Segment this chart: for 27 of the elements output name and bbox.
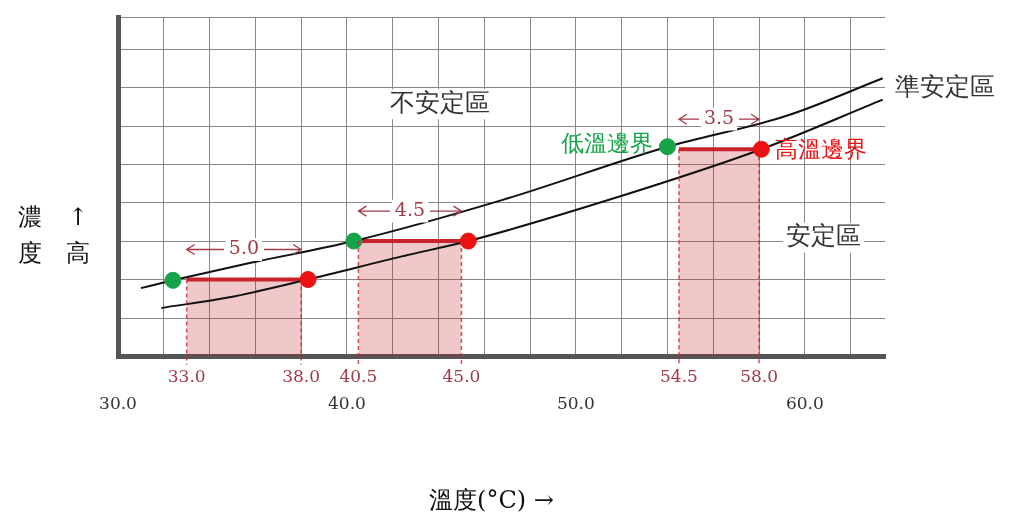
series-label: 高溫邊界 — [775, 136, 868, 163]
point — [164, 271, 182, 289]
annotation: 3.5 — [703, 106, 735, 129]
point — [459, 232, 477, 250]
annotation: 4.5 — [394, 198, 426, 221]
annotation: 38.0 — [282, 365, 321, 386]
point — [345, 232, 363, 250]
annotation: 45.0 — [442, 365, 481, 386]
x-tick-label: 50.0 — [556, 393, 595, 414]
annotation: 58.0 — [740, 365, 778, 386]
text: ↑高 — [66, 203, 90, 268]
text: 準安定區 — [895, 71, 995, 101]
series-label: 低溫邊界 — [561, 129, 654, 156]
point — [658, 138, 676, 156]
annotation: 5.0 — [228, 236, 260, 259]
point — [299, 270, 317, 288]
y-axis-title: 濃度 — [18, 203, 42, 268]
x-axis-title: 溫度(°C) → — [429, 486, 554, 514]
x-tick-label: 60.0 — [785, 393, 824, 414]
annotation: 54.5 — [660, 365, 698, 386]
x-tick-label: 40.0 — [328, 393, 366, 414]
point — [752, 140, 770, 158]
annotation: 40.5 — [339, 365, 378, 386]
annotation: 安定區 — [786, 221, 862, 251]
x-tick-label: 30.0 — [99, 393, 137, 414]
annotation: 不安定區 — [390, 87, 491, 117]
annotation: 33.0 — [167, 365, 206, 386]
